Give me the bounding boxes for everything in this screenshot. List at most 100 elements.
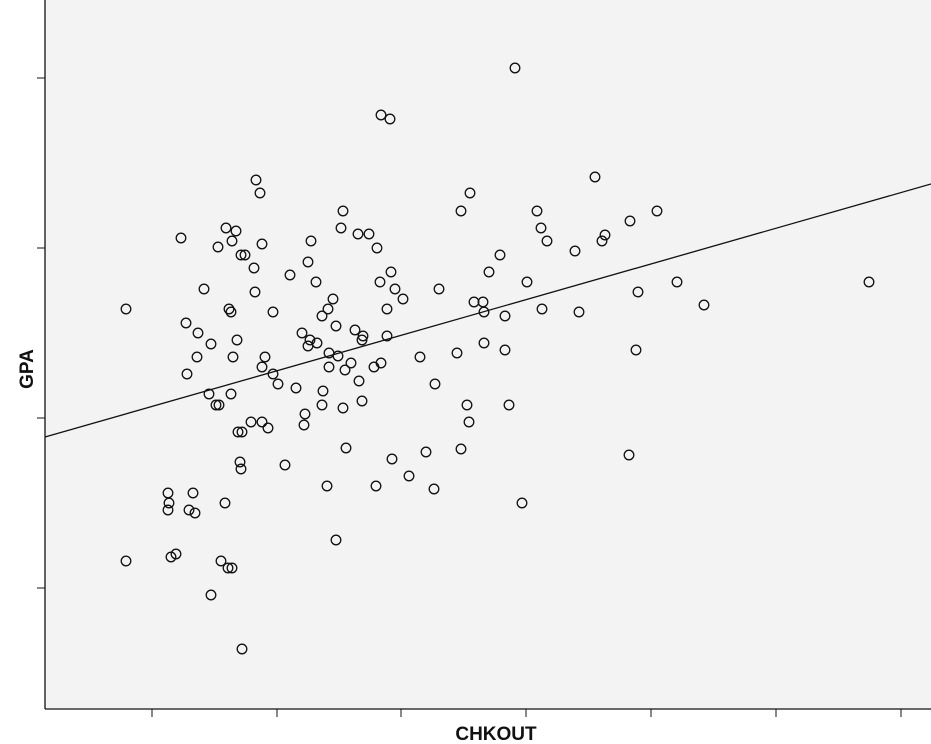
data-point (302, 340, 314, 352)
data-point (249, 286, 261, 298)
data-point (356, 334, 368, 346)
data-point (225, 306, 237, 318)
data-point (304, 334, 316, 346)
data-point (305, 235, 317, 247)
data-point (250, 174, 262, 186)
data-point (162, 504, 174, 516)
data-point (455, 205, 467, 217)
data-point (227, 351, 239, 363)
data-point (374, 276, 386, 288)
data-point (521, 276, 533, 288)
data-point (363, 228, 375, 240)
data-point (183, 504, 195, 516)
x-axis-title: CHKOUT (455, 724, 537, 744)
data-point (248, 262, 260, 274)
data-point (231, 334, 243, 346)
data-point (323, 361, 335, 373)
data-point (478, 306, 490, 318)
data-point (499, 344, 511, 356)
data-point (541, 235, 553, 247)
data-point (403, 470, 415, 482)
data-point (414, 351, 426, 363)
axis-ticks (37, 77, 902, 717)
data-point (175, 232, 187, 244)
data-point (189, 507, 201, 519)
data-point (222, 562, 234, 574)
data-point (630, 344, 642, 356)
y-axis-title: GPA (17, 349, 38, 389)
data-point (386, 453, 398, 465)
data-point (220, 222, 232, 234)
data-point (191, 351, 203, 363)
data-point (624, 215, 636, 227)
data-point (381, 330, 393, 342)
data-point (212, 241, 224, 253)
data-point (389, 283, 401, 295)
data-point (296, 327, 308, 339)
data-point (569, 245, 581, 257)
data-point (192, 327, 204, 339)
data-point (671, 276, 683, 288)
data-point (463, 416, 475, 428)
data-point (461, 399, 473, 411)
data-point (272, 378, 284, 390)
data-point (536, 303, 548, 315)
fit-line (44, 183, 931, 438)
data-point (181, 368, 193, 380)
data-point (203, 388, 215, 400)
data-point (451, 347, 463, 359)
data-point (370, 480, 382, 492)
data-point (335, 222, 347, 234)
data-point (385, 266, 397, 278)
data-point (120, 555, 132, 567)
data-point (494, 249, 506, 261)
data-point (330, 320, 342, 332)
data-point (120, 303, 132, 315)
data-point (397, 293, 409, 305)
data-point (340, 442, 352, 454)
data-point (163, 497, 175, 509)
data-point (420, 446, 432, 458)
data-point (230, 225, 242, 237)
data-point (384, 113, 396, 125)
data-point (180, 317, 192, 329)
data-point (316, 399, 328, 411)
data-point (509, 62, 521, 74)
data-point (429, 378, 441, 390)
data-point (232, 426, 244, 438)
data-point (651, 205, 663, 217)
data-point (219, 497, 231, 509)
data-point (235, 463, 247, 475)
data-point (356, 395, 368, 407)
data-point (317, 385, 329, 397)
data-point (254, 187, 266, 199)
data-point (698, 299, 710, 311)
data-point (236, 426, 248, 438)
data-point (337, 402, 349, 414)
data-point (499, 310, 511, 322)
data-point (322, 303, 334, 315)
data-point (187, 487, 199, 499)
data-point (299, 408, 311, 420)
data-point (198, 283, 210, 295)
data-point (235, 249, 247, 261)
data-point (316, 310, 328, 322)
data-points (120, 62, 875, 655)
data-point (256, 238, 268, 250)
data-point (349, 324, 361, 336)
data-point (596, 235, 608, 247)
data-point (298, 419, 310, 431)
fit-line-group (44, 183, 931, 438)
data-point (345, 357, 357, 369)
data-point (623, 449, 635, 461)
data-point (428, 483, 440, 495)
data-point (236, 643, 248, 655)
data-point (357, 330, 369, 342)
data-point (262, 422, 274, 434)
data-point (256, 361, 268, 373)
data-point (290, 382, 302, 394)
data-point (332, 350, 344, 362)
data-point (464, 187, 476, 199)
data-point (516, 497, 528, 509)
